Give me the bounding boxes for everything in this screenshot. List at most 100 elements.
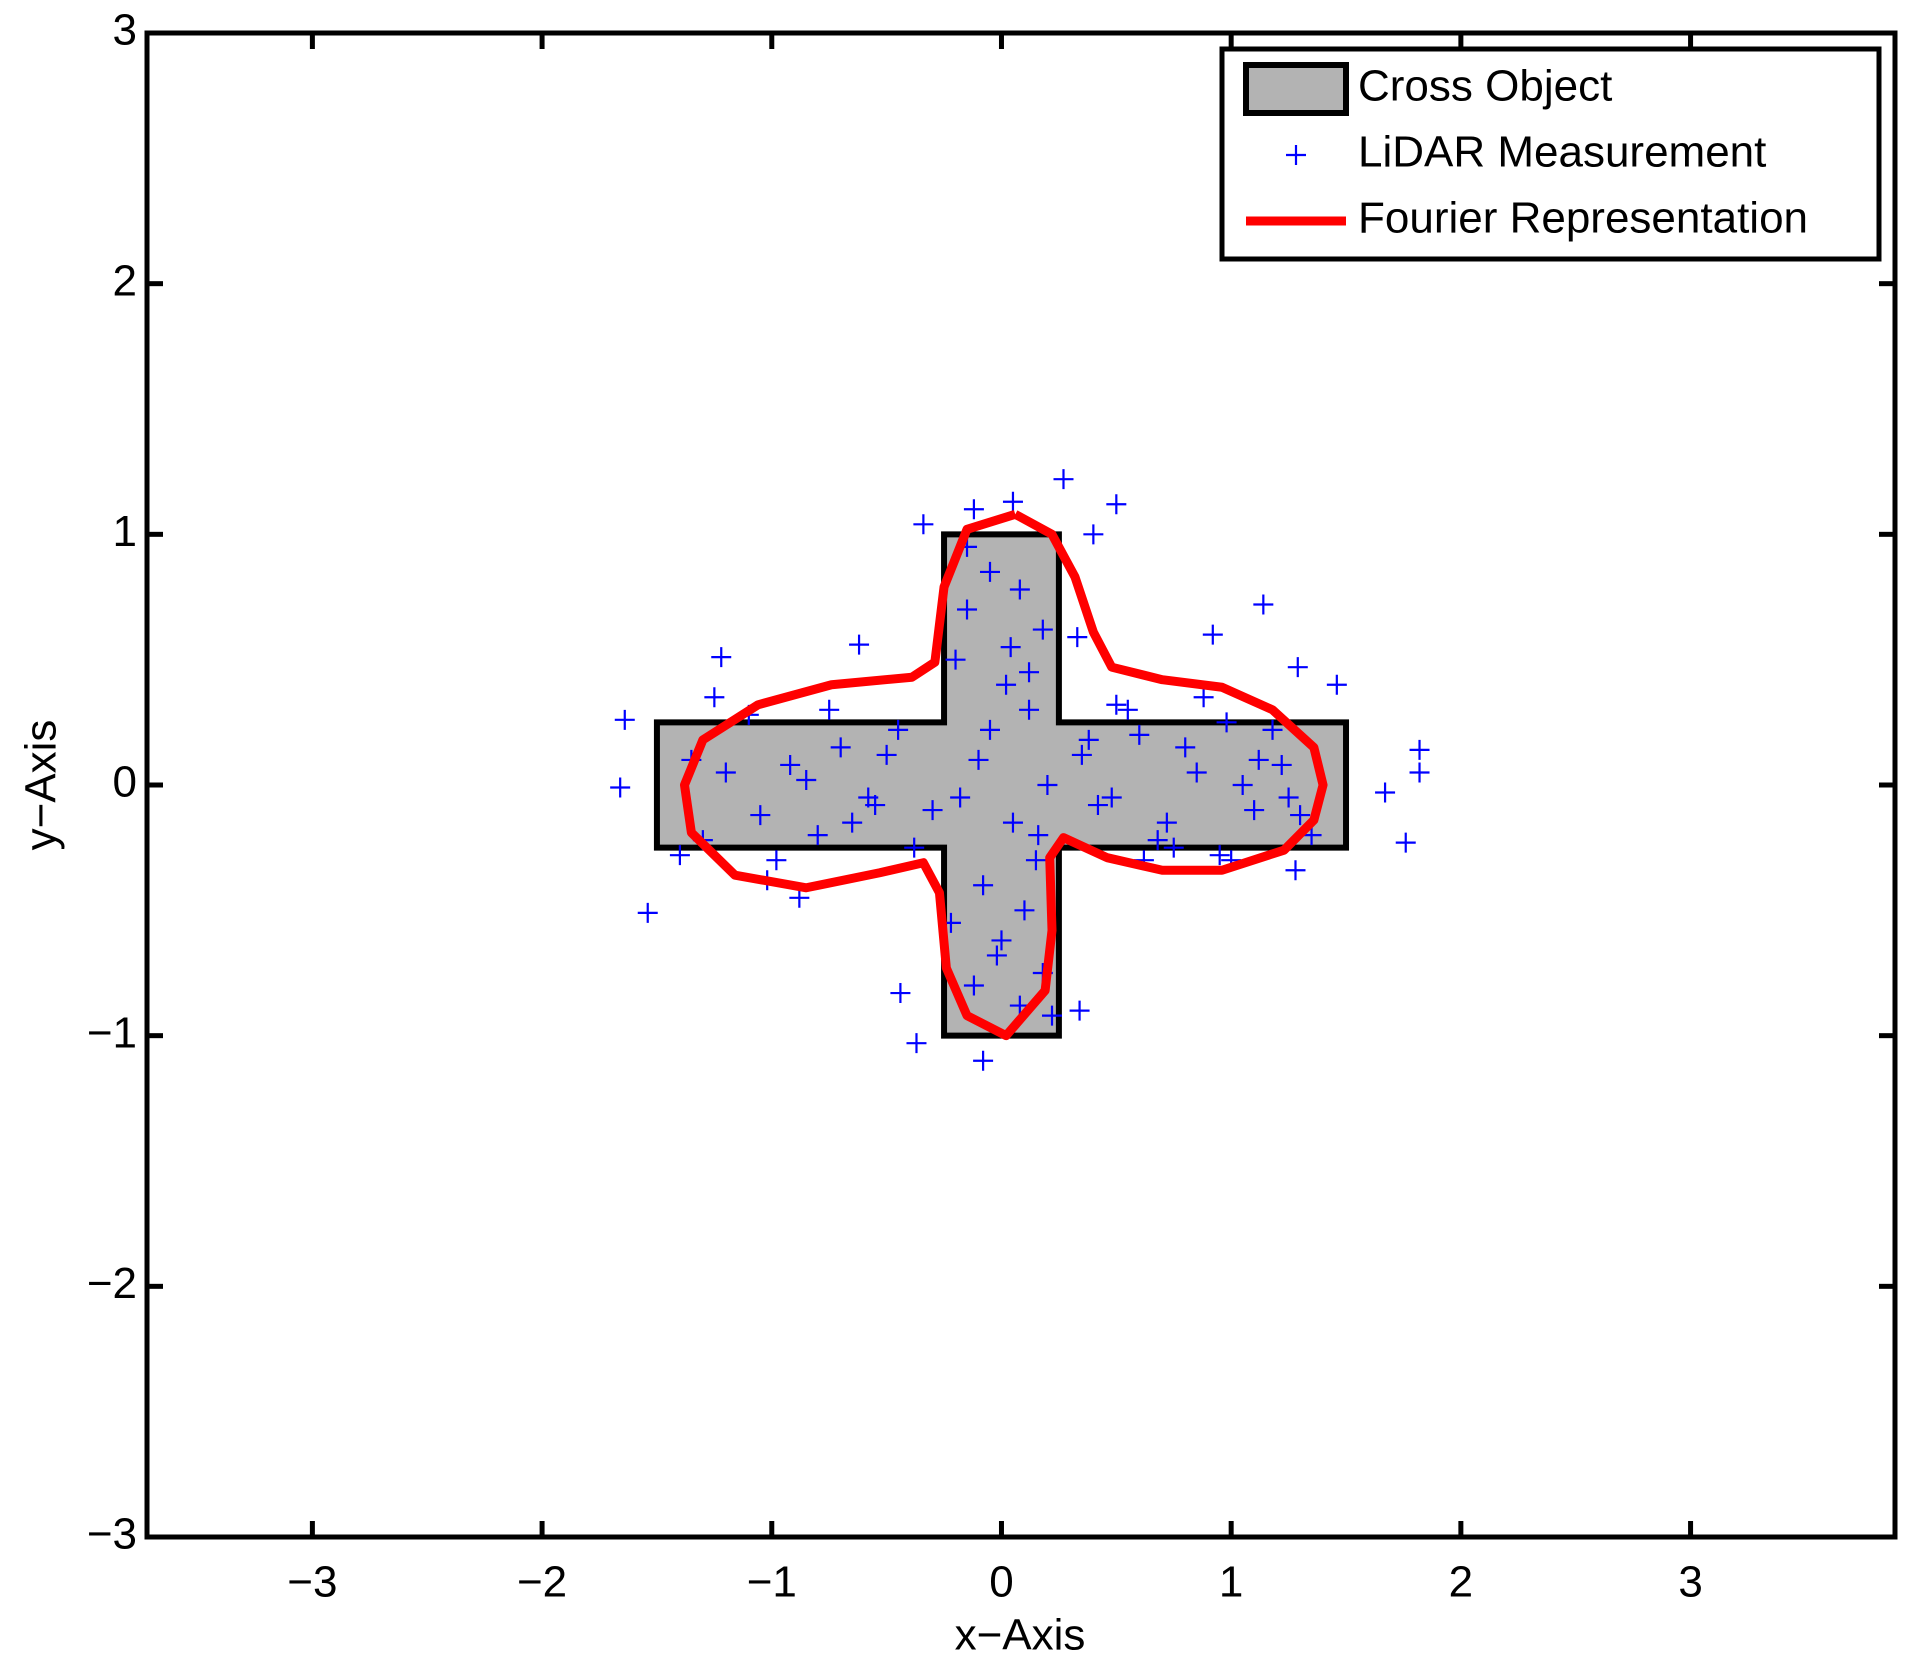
- lidar-point: [819, 699, 840, 720]
- legend-label: Cross Object: [1358, 62, 1612, 111]
- lidar-point: [1117, 699, 1138, 720]
- lidar-point: [963, 975, 984, 996]
- lidar-point: [968, 749, 989, 770]
- lidar-point: [1019, 699, 1040, 720]
- lidar-point: [766, 850, 787, 871]
- lidar-point: [1209, 845, 1230, 866]
- y-axis-label: y−Axis: [17, 720, 66, 851]
- lidar-point: [849, 634, 870, 655]
- lidar-point: [1202, 624, 1223, 645]
- lidar-point: [830, 737, 851, 758]
- lidar-point: [1106, 494, 1127, 515]
- lidar-point: [922, 800, 943, 821]
- y-tick-label: −3: [87, 1510, 137, 1559]
- lidar-point: [711, 647, 732, 668]
- x-tick-label: 1: [1219, 1558, 1243, 1607]
- legend-label: LiDAR Measurement: [1358, 128, 1766, 177]
- lidar-point: [1186, 762, 1207, 783]
- lidar-point: [865, 795, 886, 816]
- lidar-point: [1285, 860, 1306, 881]
- y-tick-label: −1: [87, 1008, 137, 1057]
- lidar-point: [1002, 812, 1023, 833]
- lidar-point: [1071, 744, 1092, 765]
- lidar-point: [945, 649, 966, 670]
- lidar-point: [796, 769, 817, 790]
- lidar-point: [963, 499, 984, 520]
- lidar-point: [1175, 737, 1196, 758]
- lidar-point: [1253, 594, 1274, 615]
- y-tick-label: 2: [113, 256, 137, 305]
- lidar-point: [888, 719, 909, 740]
- lidar-point: [1101, 787, 1122, 808]
- lidar-point: [614, 709, 635, 730]
- lidar-point: [1014, 900, 1035, 921]
- lidar-point: [876, 744, 897, 765]
- x-tick-label: 2: [1449, 1558, 1473, 1607]
- legend-label: Fourier Representation: [1358, 194, 1808, 243]
- legend-swatch: [1243, 62, 1349, 116]
- lidar-point: [1248, 749, 1269, 770]
- x-tick-label: −3: [287, 1558, 337, 1607]
- fourier-curve: [679, 509, 1328, 1041]
- lidar-point: [669, 845, 690, 866]
- lidar-point: [1216, 712, 1237, 733]
- lidar-point: [906, 1033, 927, 1054]
- lidar-point: [1147, 830, 1168, 851]
- lidar-point: [890, 983, 911, 1004]
- lidar-point: [1053, 469, 1074, 490]
- lidar-point: [904, 837, 925, 858]
- lidar-point: [610, 777, 631, 798]
- lidar-point: [1019, 662, 1040, 683]
- y-tick-label: 1: [113, 507, 137, 556]
- x-tick-label: −2: [517, 1558, 567, 1607]
- legend: Cross Object LiDAR Measurement Fourier Rep…: [1219, 46, 1882, 262]
- lidar-point: [950, 787, 971, 808]
- lidar-point: [1078, 729, 1099, 750]
- x-tick-label: −1: [747, 1558, 797, 1607]
- y-tick-label: −2: [87, 1259, 137, 1308]
- lidar-point: [1193, 687, 1214, 708]
- lidar-point: [1009, 579, 1030, 600]
- lidar-point: [991, 930, 1012, 951]
- lidar-point: [979, 719, 1000, 740]
- lidar-point: [1069, 1000, 1090, 1021]
- lidar-point: [1278, 787, 1299, 808]
- lidar-point: [913, 514, 934, 535]
- x-tick-label: 0: [989, 1558, 1013, 1607]
- lidar-point: [1375, 782, 1396, 803]
- lidar-point: [1232, 775, 1253, 795]
- lidar-point: [1106, 694, 1127, 715]
- lidar-point: [704, 687, 725, 708]
- lidar-point: [1002, 491, 1023, 512]
- lidar-point: [1163, 837, 1184, 858]
- y-tick-label: 3: [113, 6, 137, 55]
- lidar-point: [1326, 674, 1347, 695]
- lidar-point: [715, 762, 736, 783]
- cross-object: [653, 531, 1350, 1039]
- lidar-point: [973, 1050, 994, 1071]
- lidar-point: [1000, 637, 1021, 658]
- lidar-point: [780, 754, 801, 775]
- lidar-point: [807, 825, 828, 846]
- lidar-point: [637, 902, 658, 923]
- lidar-point: [1087, 795, 1108, 816]
- lidar-point: [1271, 754, 1292, 775]
- legend-swatch: [1286, 145, 1306, 165]
- lidar-point: [1156, 812, 1177, 833]
- lidar-point: [789, 887, 810, 908]
- lidar-point: [996, 674, 1017, 695]
- lidar-point: [1287, 657, 1308, 678]
- x-axis-label: x−Axis: [955, 1611, 1086, 1660]
- lidar-point: [1028, 825, 1049, 846]
- lidar-point: [1032, 619, 1053, 640]
- lidar-point: [1129, 724, 1150, 745]
- lidar-point: [1025, 850, 1046, 871]
- lidar-point: [750, 805, 771, 826]
- lidar-point: [842, 812, 863, 833]
- y-tick-label: 0: [113, 758, 137, 807]
- lidar-point: [979, 561, 1000, 582]
- lidar-point: [1067, 627, 1088, 648]
- lidar-point: [1037, 775, 1058, 795]
- lidar-point: [957, 599, 978, 620]
